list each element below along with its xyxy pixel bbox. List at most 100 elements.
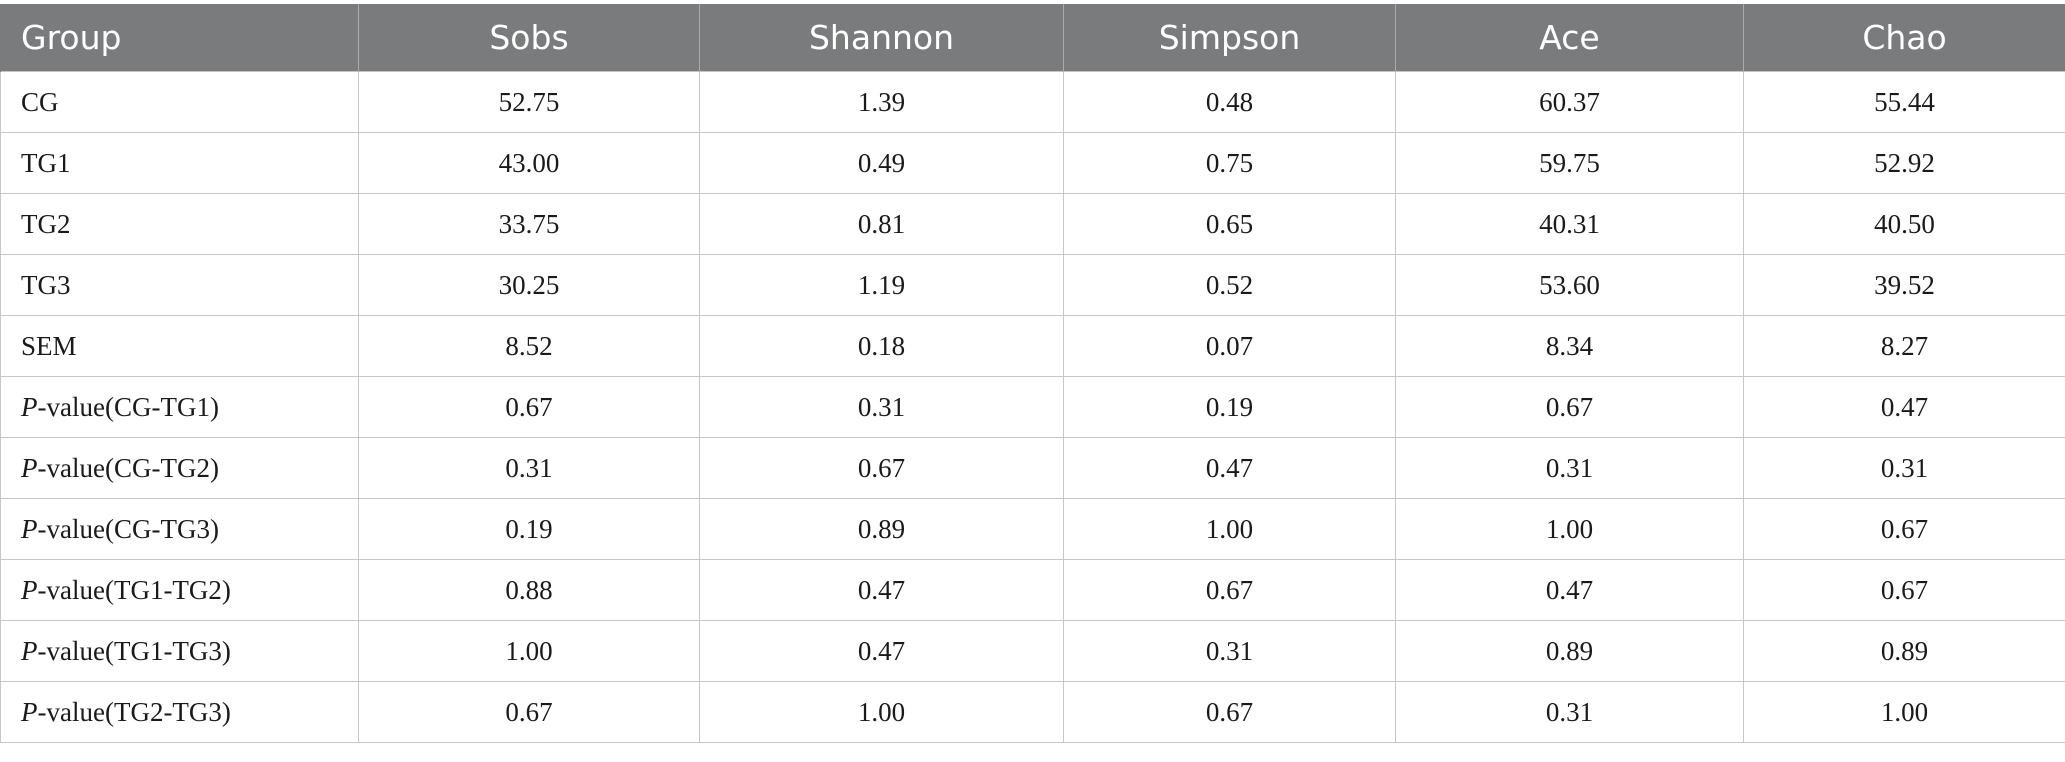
cell-shannon: 0.31 (699, 376, 1064, 438)
cell-chao: 0.31 (1743, 437, 2065, 499)
row-label-text: CG (21, 86, 59, 117)
p-symbol: P (21, 574, 38, 605)
row-label: P-value(CG-TG3) (0, 498, 359, 560)
cell-sobs: 0.67 (358, 681, 700, 743)
cell-ace: 0.47 (1395, 559, 1744, 621)
cell-simpson: 0.31 (1063, 620, 1396, 682)
data-table: Group Sobs Shannon Simpson Ace Chao CG 5… (0, 4, 2065, 743)
cell-shannon: 0.47 (699, 559, 1064, 621)
table-row: P-value(TG1-TG3) 1.00 0.47 0.31 0.89 0.8… (0, 620, 2065, 682)
row-label-text: TG2 (21, 208, 71, 239)
row-label: P-value(CG-TG2) (0, 437, 359, 499)
row-label: SEM (0, 315, 359, 377)
header-simpson: Simpson (1063, 4, 1396, 72)
cell-shannon: 0.49 (699, 132, 1064, 194)
cell-ace: 59.75 (1395, 132, 1744, 194)
cell-shannon: 1.00 (699, 681, 1064, 743)
row-label-text: TG1 (21, 147, 71, 178)
table-row: TG3 30.25 1.19 0.52 53.60 39.52 (0, 254, 2065, 316)
table-row: TG1 43.00 0.49 0.75 59.75 52.92 (0, 132, 2065, 194)
cell-simpson: 0.19 (1063, 376, 1396, 438)
cell-ace: 1.00 (1395, 498, 1744, 560)
cell-ace: 0.31 (1395, 681, 1744, 743)
cell-chao: 0.67 (1743, 559, 2065, 621)
header-group: Group (0, 4, 359, 72)
cell-chao: 0.47 (1743, 376, 2065, 438)
cell-chao: 55.44 (1743, 71, 2065, 133)
row-label-text: -value(TG1-TG3) (37, 635, 231, 666)
cell-chao: 0.67 (1743, 498, 2065, 560)
cell-simpson: 0.47 (1063, 437, 1396, 499)
data-table-container: Group Sobs Shannon Simpson Ace Chao CG 5… (0, 4, 2065, 743)
row-label: TG2 (0, 193, 359, 255)
p-symbol: P (21, 452, 38, 483)
table-row: P-value(TG1-TG2) 0.88 0.47 0.67 0.47 0.6… (0, 559, 2065, 621)
cell-chao: 39.52 (1743, 254, 2065, 316)
cell-chao: 8.27 (1743, 315, 2065, 377)
cell-shannon: 0.81 (699, 193, 1064, 255)
cell-shannon: 0.18 (699, 315, 1064, 377)
cell-sobs: 33.75 (358, 193, 700, 255)
cell-simpson: 0.07 (1063, 315, 1396, 377)
cell-chao: 0.89 (1743, 620, 2065, 682)
row-label: P-value(TG1-TG3) (0, 620, 359, 682)
cell-sobs: 0.19 (358, 498, 700, 560)
p-symbol: P (21, 635, 38, 666)
row-label-text: -value(TG2-TG3) (37, 696, 231, 727)
row-label-text: SEM (21, 330, 77, 361)
cell-simpson: 0.67 (1063, 681, 1396, 743)
cell-sobs: 8.52 (358, 315, 700, 377)
p-symbol: P (21, 513, 38, 544)
cell-simpson: 0.48 (1063, 71, 1396, 133)
cell-ace: 0.89 (1395, 620, 1744, 682)
header-chao: Chao (1743, 4, 2065, 72)
table-row: P-value(CG-TG1) 0.67 0.31 0.19 0.67 0.47 (0, 376, 2065, 438)
cell-sobs: 1.00 (358, 620, 700, 682)
header-row: Group Sobs Shannon Simpson Ace Chao (0, 4, 2065, 72)
cell-chao: 1.00 (1743, 681, 2065, 743)
row-label: TG1 (0, 132, 359, 194)
cell-ace: 0.31 (1395, 437, 1744, 499)
row-label-text: TG3 (21, 269, 71, 300)
cell-ace: 40.31 (1395, 193, 1744, 255)
header-shannon: Shannon (699, 4, 1064, 72)
row-label-text: -value(CG-TG3) (37, 513, 219, 544)
cell-shannon: 0.47 (699, 620, 1064, 682)
table-row: P-value(CG-TG3) 0.19 0.89 1.00 1.00 0.67 (0, 498, 2065, 560)
cell-shannon: 1.19 (699, 254, 1064, 316)
p-symbol: P (21, 696, 38, 727)
row-label-text: -value(CG-TG2) (37, 452, 219, 483)
header-sobs: Sobs (358, 4, 700, 72)
cell-sobs: 52.75 (358, 71, 700, 133)
row-label-text: -value(CG-TG1) (37, 391, 219, 422)
cell-sobs: 0.31 (358, 437, 700, 499)
table-body: CG 52.75 1.39 0.48 60.37 55.44 TG1 43.00… (0, 71, 2065, 743)
table-row: SEM 8.52 0.18 0.07 8.34 8.27 (0, 315, 2065, 377)
row-label: TG3 (0, 254, 359, 316)
cell-ace: 0.67 (1395, 376, 1744, 438)
cell-sobs: 0.88 (358, 559, 700, 621)
table-row: P-value(CG-TG2) 0.31 0.67 0.47 0.31 0.31 (0, 437, 2065, 499)
cell-simpson: 0.67 (1063, 559, 1396, 621)
row-label: P-value(TG1-TG2) (0, 559, 359, 621)
cell-chao: 40.50 (1743, 193, 2065, 255)
cell-ace: 8.34 (1395, 315, 1744, 377)
cell-chao: 52.92 (1743, 132, 2065, 194)
p-symbol: P (21, 391, 38, 422)
cell-simpson: 1.00 (1063, 498, 1396, 560)
table-row: TG2 33.75 0.81 0.65 40.31 40.50 (0, 193, 2065, 255)
cell-shannon: 0.67 (699, 437, 1064, 499)
cell-ace: 53.60 (1395, 254, 1744, 316)
table-row: CG 52.75 1.39 0.48 60.37 55.44 (0, 71, 2065, 133)
cell-simpson: 0.52 (1063, 254, 1396, 316)
table-row: P-value(TG2-TG3) 0.67 1.00 0.67 0.31 1.0… (0, 681, 2065, 743)
row-label: CG (0, 71, 359, 133)
cell-sobs: 43.00 (358, 132, 700, 194)
row-label-text: -value(TG1-TG2) (37, 574, 231, 605)
cell-simpson: 0.75 (1063, 132, 1396, 194)
table-header: Group Sobs Shannon Simpson Ace Chao (0, 4, 2065, 72)
row-label: P-value(CG-TG1) (0, 376, 359, 438)
cell-sobs: 0.67 (358, 376, 700, 438)
row-label: P-value(TG2-TG3) (0, 681, 359, 743)
cell-sobs: 30.25 (358, 254, 700, 316)
